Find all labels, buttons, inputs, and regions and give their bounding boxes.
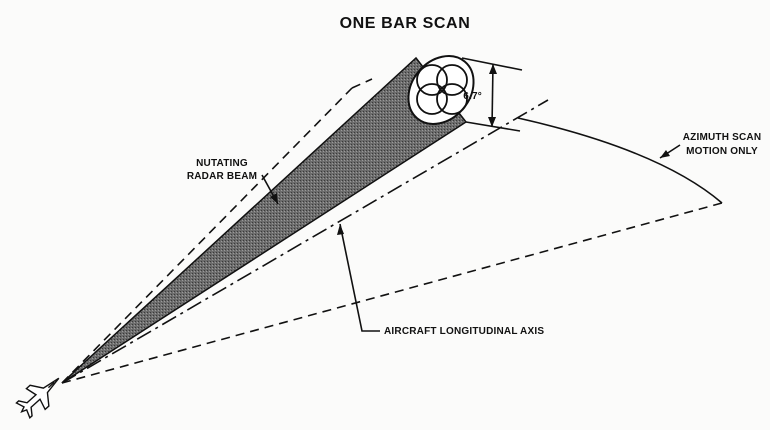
angle-arrow-top [489, 64, 497, 74]
beam-angle-label: 6.7° [463, 91, 482, 102]
outer-dashed-boundary-line [61, 87, 353, 384]
axis-label: AIRCRAFT LONGITUDINAL AXIS [384, 326, 544, 337]
outer-dashed-cap-line [351, 78, 373, 89]
angle-dimension-line [491, 63, 494, 128]
angle-extension-top [461, 57, 523, 71]
angle-extension-bottom [465, 121, 521, 132]
diagram-title: ONE BAR SCAN [340, 15, 471, 32]
azimuth-scan-arc [517, 117, 723, 204]
nutating-leader-arrow [270, 193, 278, 204]
azimuth-label-line1: AZIMUTH SCAN [683, 132, 762, 143]
axis-leader-line [339, 223, 380, 332]
azimuth-label-line2: MOTION ONLY [686, 146, 758, 157]
axis-leader-arrow [337, 224, 344, 235]
angle-arrow-bottom [488, 117, 496, 127]
aircraft-icon [15, 377, 60, 420]
aircraft-longitudinal-axis-line [61, 99, 549, 384]
nutating-label-line1: NUTATING [196, 158, 248, 169]
nutation-circles [416, 64, 468, 115]
azimuth-leader-arrow [660, 150, 670, 158]
lower-scan-limit-line [61, 202, 723, 384]
nutating-label-line2: RADAR BEAM [187, 171, 257, 182]
